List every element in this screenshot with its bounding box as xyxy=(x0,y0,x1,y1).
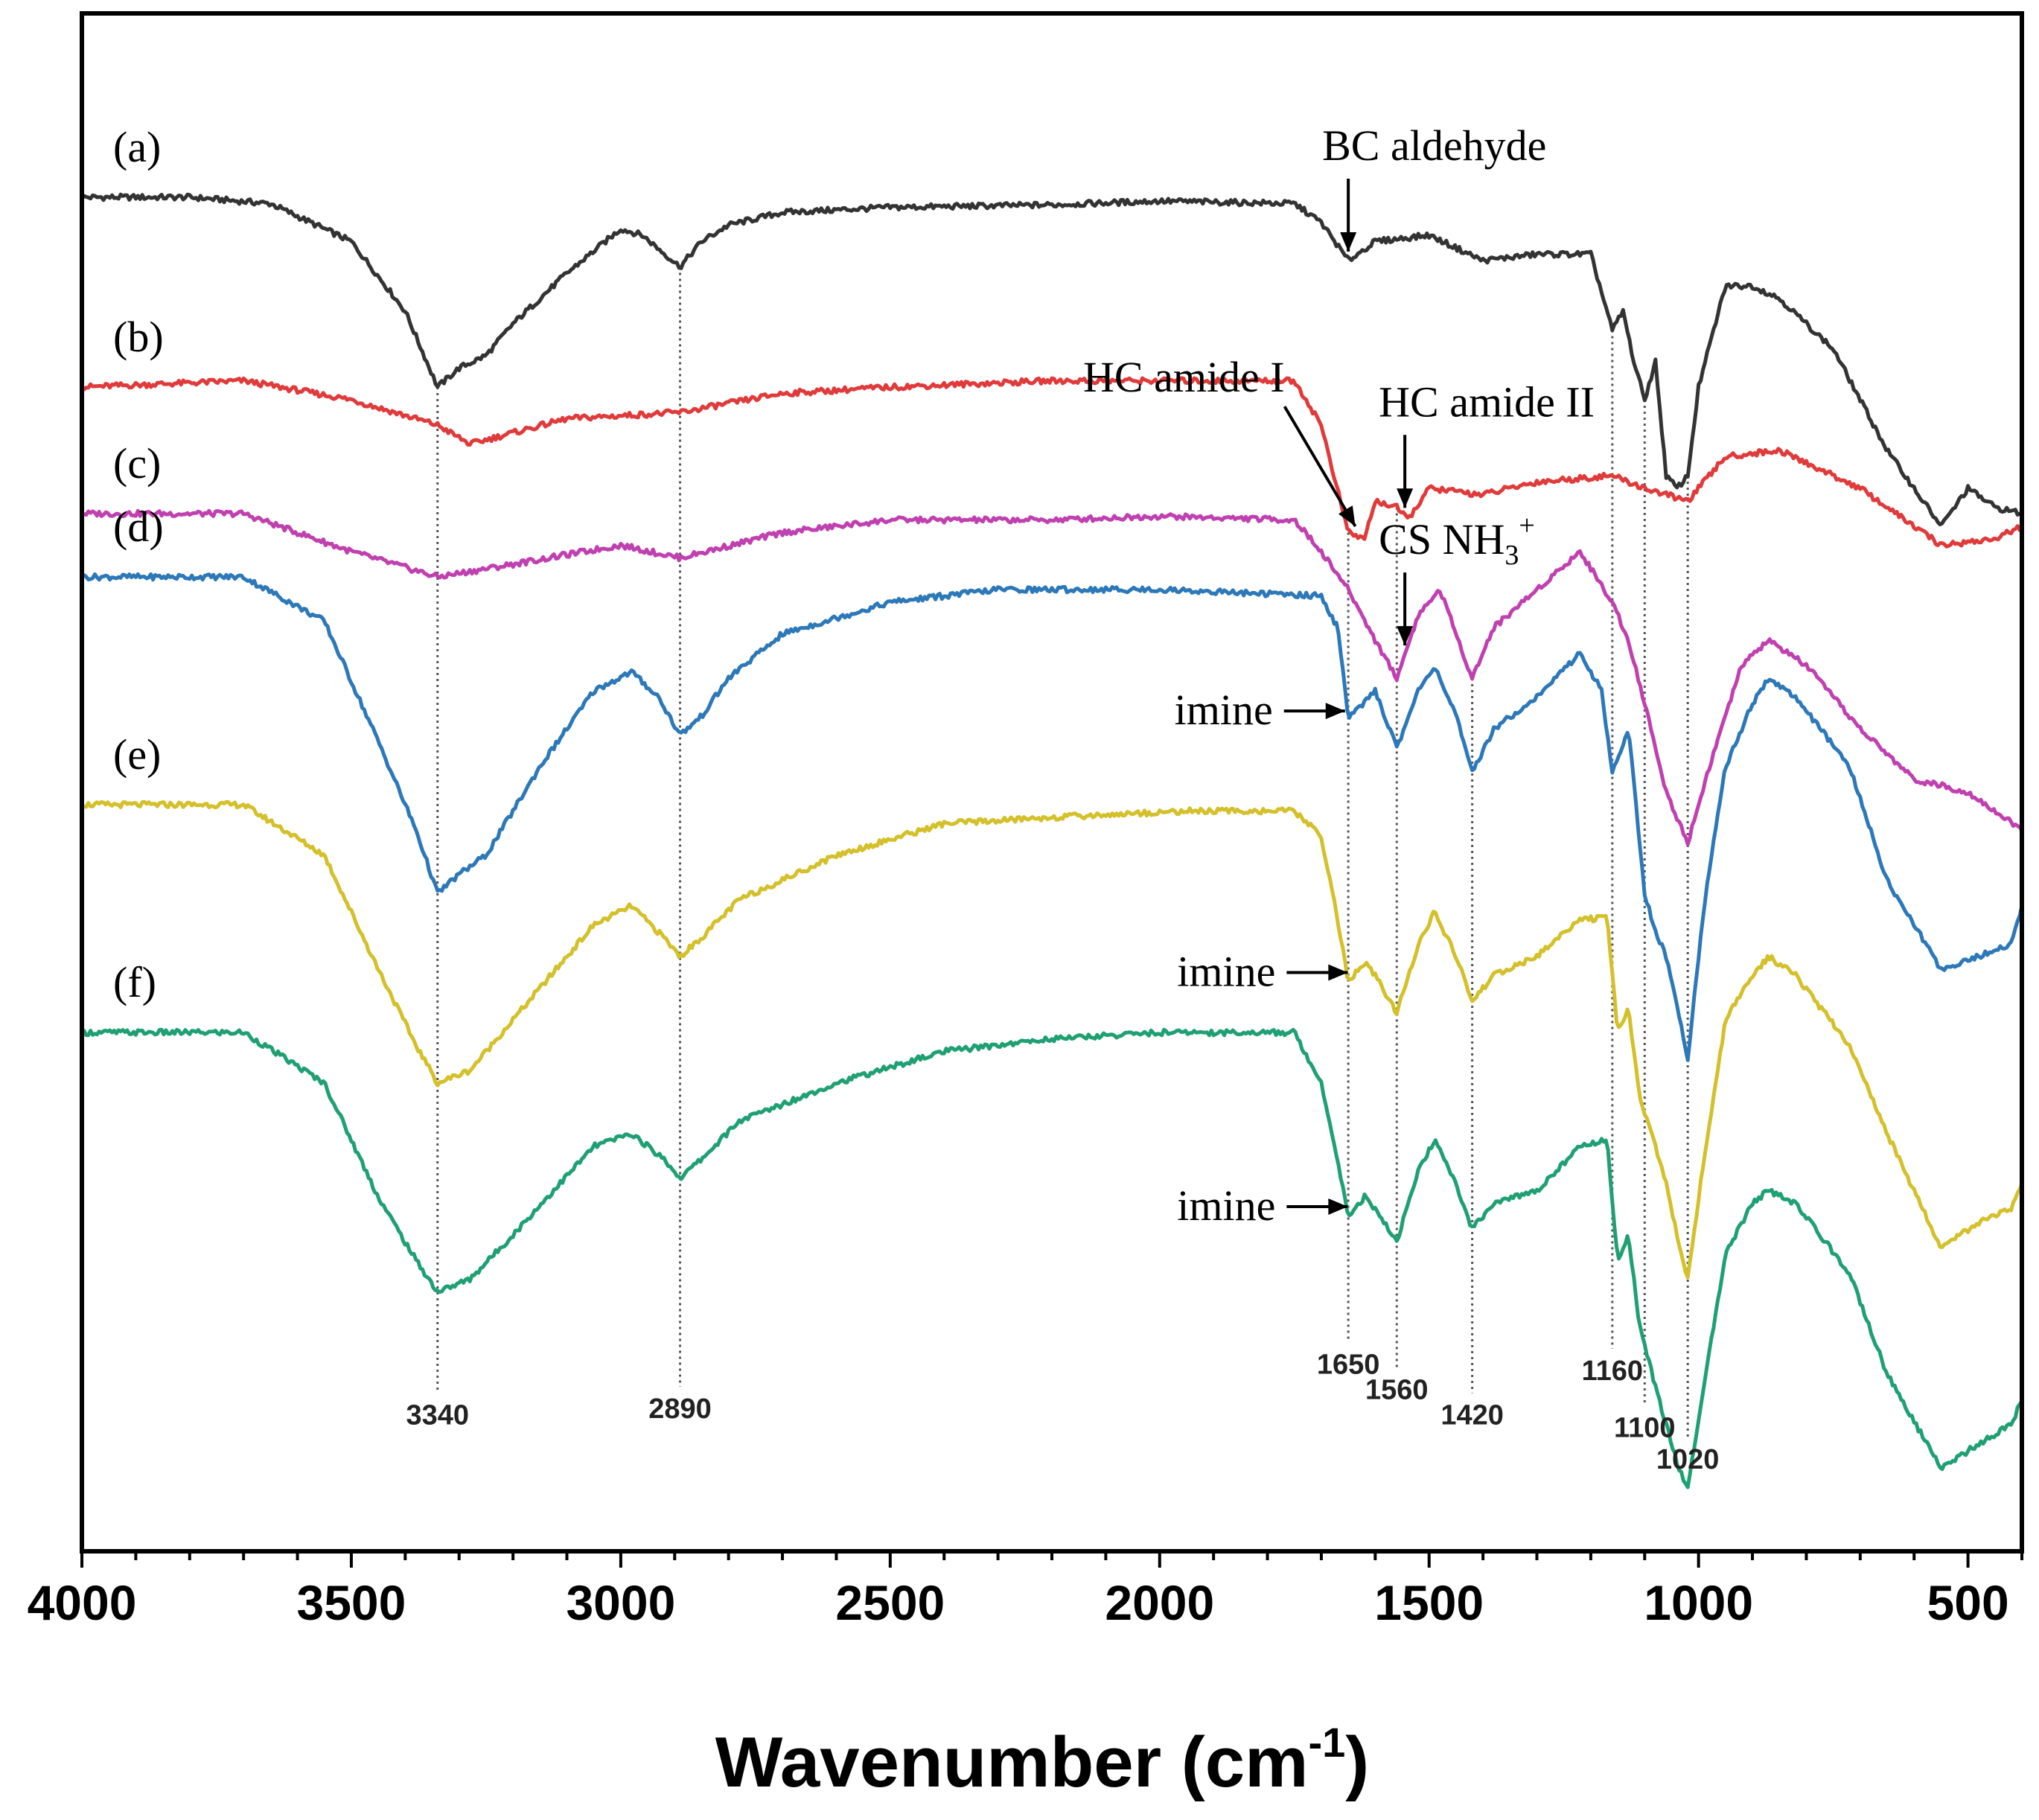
peak-label-1100: 1100 xyxy=(1614,1413,1675,1444)
peak-label-2890: 2890 xyxy=(648,1393,712,1425)
x-tick-label-4000: 4000 xyxy=(28,1575,137,1630)
peak-label-1160: 1160 xyxy=(1582,1356,1643,1387)
annotation-7-arrow-head xyxy=(1328,1198,1348,1215)
curve-label-b: (b) xyxy=(113,313,164,361)
x-tick-label-2500: 2500 xyxy=(835,1575,945,1630)
x-tick-label-3000: 3000 xyxy=(566,1575,675,1630)
peak-label-1420: 1420 xyxy=(1440,1400,1504,1431)
x-axis-label: Wavenumber (cm-1) xyxy=(715,1719,1369,1802)
curve-label-d: (d) xyxy=(113,502,164,551)
series-line-a xyxy=(80,192,2023,527)
curve-label-e: (e) xyxy=(113,730,161,779)
annotation-1-arrow-head xyxy=(1340,232,1357,252)
annotation-7-label: imine xyxy=(1177,1181,1275,1230)
curve-label-a: (a) xyxy=(113,123,161,171)
x-axis-ticks: 4000 3500 3000 2500 2000 1500 1000 500 xyxy=(28,1551,2023,1630)
annotation-2-arrow-head xyxy=(1338,505,1356,527)
annotation-6-arrow-head xyxy=(1328,964,1348,981)
peak-label-3340: 3340 xyxy=(406,1400,469,1431)
peak-label-1650: 1650 xyxy=(1317,1350,1380,1381)
peak-guide-lines xyxy=(436,266,1689,1437)
curve-label-c: (c) xyxy=(113,439,161,488)
series-line-b xyxy=(81,376,2024,549)
x-tick-label-2000: 2000 xyxy=(1105,1575,1214,1630)
annotation-4-label: CS NH3+ xyxy=(1379,510,1535,571)
spectra-series xyxy=(80,192,2024,1489)
annotation-1-label: BC aldehyde xyxy=(1322,121,1546,170)
annotation-2-label: HC amide I xyxy=(1083,353,1285,401)
x-tick-label-500: 500 xyxy=(1927,1575,2009,1630)
peak-label-1020: 1020 xyxy=(1656,1444,1720,1475)
annotation-6-label: imine xyxy=(1177,948,1275,996)
annotation-5-label: imine xyxy=(1175,686,1273,734)
series-line-e xyxy=(81,799,2024,1280)
peak-label-1560: 1560 xyxy=(1365,1375,1429,1406)
x-tick-label-1000: 1000 xyxy=(1644,1575,1753,1630)
series-line-f xyxy=(81,1027,2024,1489)
curve-labels: (a) (b) (c) (d) (e) (f) xyxy=(113,123,164,1006)
annotation-2-arrow-shaft xyxy=(1283,406,1357,528)
x-tick-label-1500: 1500 xyxy=(1374,1575,1484,1630)
annotation-5-arrow-head xyxy=(1325,703,1345,720)
series-line-c xyxy=(81,508,2024,846)
x-tick-label-3500: 3500 xyxy=(297,1575,406,1630)
curve-label-f: (f) xyxy=(113,958,156,1006)
annotations: BC aldehyde HC amide I HC amide II CS NH3+ i… xyxy=(1083,121,1595,1230)
annotation-4-arrow-head xyxy=(1397,626,1414,646)
annotation-3-arrow-head xyxy=(1397,488,1414,508)
annotation-3-label: HC amide II xyxy=(1379,377,1595,426)
series-line-d xyxy=(80,572,2024,1062)
